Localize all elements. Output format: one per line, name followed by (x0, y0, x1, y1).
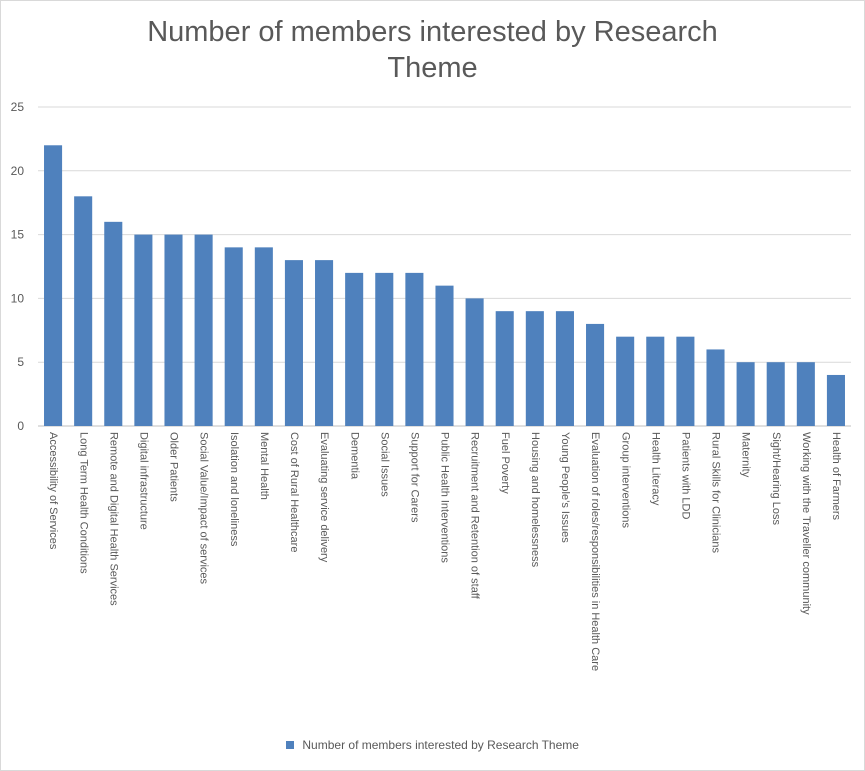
bar (315, 260, 334, 426)
x-tick-label: Maternity (740, 432, 752, 478)
x-tick-label: Fuel Poverty (499, 432, 511, 494)
x-tick-label: Housing and homelessness (529, 432, 541, 568)
x-tick-label: Dementia (348, 432, 360, 480)
x-tick-label: Support for Carers (408, 432, 420, 523)
bar (736, 362, 755, 426)
bar (706, 349, 725, 426)
x-tick-label: Social Value/Impact of services (198, 432, 210, 585)
x-tick-label: Social Issues (378, 432, 390, 497)
bar (796, 362, 815, 426)
x-tick-label: Public Health Interventions (439, 432, 451, 563)
x-tick-label: Health of Farmers (830, 432, 842, 521)
bar (74, 196, 93, 426)
bar (284, 260, 303, 426)
x-tick-label: Mental Health (258, 432, 270, 500)
legend-swatch (286, 740, 295, 749)
x-tick-label: Young People’s Issues (559, 432, 571, 543)
bar (44, 145, 63, 426)
x-tick-label: Recruitment and Retention of staff (469, 432, 481, 600)
x-tick-label: Working with the Traveller community (800, 432, 812, 615)
chart-title: Number of members interested by Research… (0, 14, 865, 86)
x-tick-label: Remote and Digital Health Services (107, 432, 119, 606)
bar (254, 247, 273, 426)
bar (405, 272, 424, 426)
bar (646, 336, 665, 426)
chart-title-line-2: Theme (387, 52, 478, 84)
x-tick-label: Digital infrastructure (137, 432, 149, 530)
bar (555, 311, 574, 426)
x-tick-label: Long Term Health Conditions (77, 432, 89, 574)
y-tick-label: 0 (17, 419, 24, 433)
x-tick-label: Cost of Rural Healthcare (288, 432, 300, 552)
bar (616, 336, 635, 426)
bar (104, 221, 123, 426)
y-tick-label: 10 (11, 291, 25, 305)
y-axis-ticks: 0 5 10 15 20 25 (11, 100, 25, 433)
legend-label: Number of members interested by Research… (302, 737, 579, 752)
bar (495, 311, 514, 426)
x-tick-label: Group interventions (619, 432, 631, 528)
bar (465, 298, 484, 426)
legend: Number of members interested by Research… (0, 737, 865, 752)
bar (134, 234, 153, 426)
chart-title-line-1: Number of members interested by Research (147, 16, 718, 48)
x-tick-label: Evaluating service delivery (318, 432, 330, 563)
bar (586, 323, 605, 426)
bar (224, 247, 243, 426)
x-tick-label: Isolation and loneliness (228, 432, 240, 547)
y-tick-label: 25 (11, 100, 25, 114)
y-tick-label: 20 (11, 164, 25, 178)
bar (164, 234, 183, 426)
x-tick-label: Older Patients (168, 432, 180, 502)
x-tick-label: Sight/Hearing Loss (770, 432, 782, 525)
y-tick-label: 15 (11, 228, 25, 242)
x-axis-ticks: Accessibility of Services Long Term Healt… (47, 432, 842, 671)
bar (435, 285, 454, 426)
bar (375, 272, 394, 426)
bar (766, 362, 785, 426)
x-tick-label: Patients with LDD (679, 432, 691, 519)
bar (525, 311, 544, 426)
x-tick-label: Accessibility of Services (47, 432, 59, 550)
x-tick-label: Rural Skills for Clinicians (710, 432, 722, 554)
x-tick-label: Evaluation of roles/responsibilities in … (589, 432, 601, 671)
y-tick-label: 5 (17, 355, 24, 369)
bar (676, 336, 695, 426)
bar (826, 374, 845, 426)
bar (194, 234, 213, 426)
bars (44, 145, 845, 426)
x-tick-label: Health Literacy (649, 432, 661, 506)
bar (345, 272, 364, 426)
